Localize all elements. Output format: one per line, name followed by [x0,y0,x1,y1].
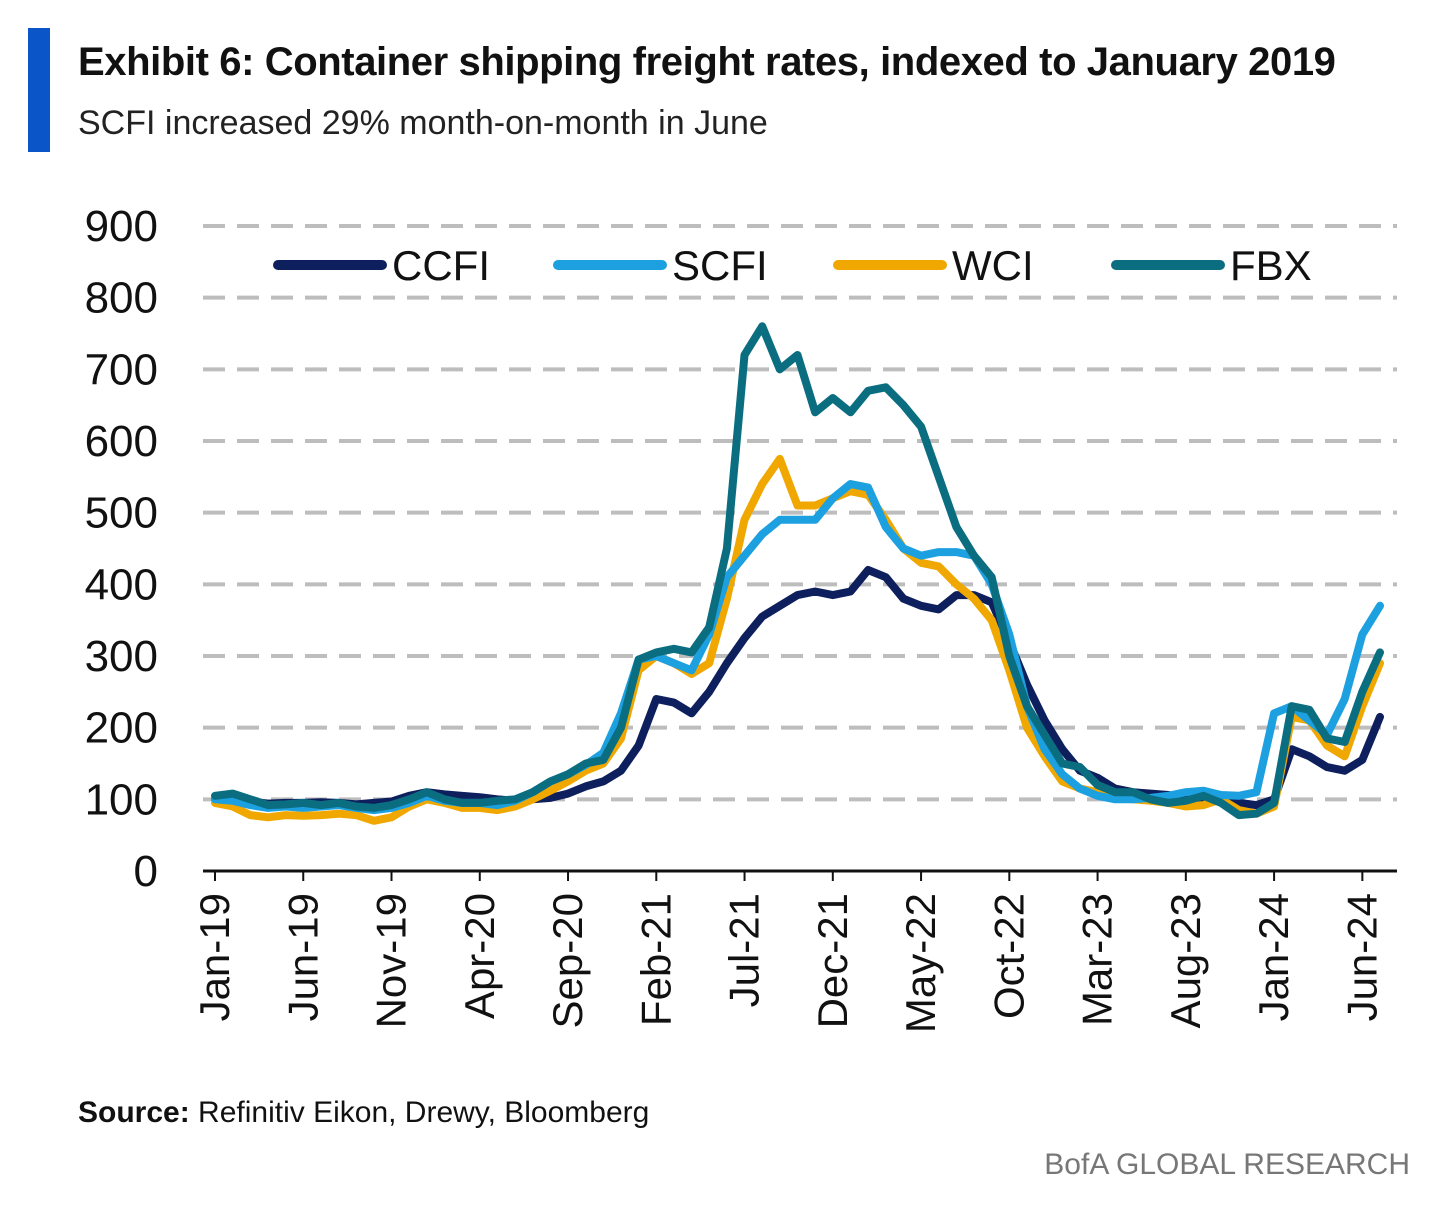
y-tick-label: 200 [85,704,158,753]
y-tick-label: 0 [134,847,158,896]
series-line-ccfi [211,566,1384,810]
x-tick-label: Jun-19 [279,893,326,1021]
page-subtitle: SCFI increased 29% month-on-month in Jun… [78,104,768,142]
x-tick-label: Jan-24 [1250,893,1297,1021]
series-line-scfi [211,480,1384,815]
y-tick-label: 700 [85,345,158,394]
x-tick-label: Jun-24 [1338,893,1385,1021]
y-tick-label: 800 [85,274,158,323]
page-title: Exhibit 6: Container shipping freight ra… [78,40,1336,84]
x-tick-label: Nov-19 [368,893,415,1028]
legend-label-ccfi: CCFI [392,242,490,289]
y-tick-label: 500 [85,489,158,538]
x-tick-label: Sep-20 [544,893,591,1028]
legend-label-wci: WCI [952,242,1034,289]
series-line-fbx [211,322,1384,820]
legend: CCFI SCFI WCI FBX [273,242,1312,289]
x-axis: Jan-19 Jun-19 Nov-19 Apr-20 Sep-20 Feb-21 Jul-… [191,869,1397,1033]
y-tick-label: 100 [85,775,158,824]
x-tick-label: Aug-23 [1162,893,1209,1028]
source-note: Source: Refinitiv Eikon, Drewy, Bloomber… [78,1096,649,1130]
x-tick-label: Jan-19 [191,893,238,1021]
legend-label-fbx: FBX [1230,242,1312,289]
x-tick-label: Dec-21 [809,893,856,1028]
y-tick-label: 400 [85,560,158,609]
x-tick-label: Apr-20 [456,893,503,1019]
y-tick-label: 900 [85,202,158,251]
x-tick-label: May-22 [897,893,944,1033]
legend-label-scfi: SCFI [672,242,768,289]
grid-lines [203,224,1397,802]
brand-label: BofA GLOBAL RESEARCH [1044,1148,1410,1181]
x-tick-label: Jul-21 [721,893,768,1007]
accent-bar [28,28,50,152]
y-axis: 0 100 200 300 400 500 600 700 800 900 [85,202,158,896]
y-tick-label: 600 [85,417,158,466]
x-tick-label: Mar-23 [1074,893,1121,1026]
line-chart: 0 100 200 300 400 500 600 700 800 900 Jan-19 Jun-1… [85,202,1397,1033]
x-tick-label: Oct-22 [985,893,1032,1019]
y-tick-label: 300 [85,632,158,681]
x-tick-label: Feb-21 [632,893,679,1026]
source-text: Refinitiv Eikon, Drewy, Bloomberg [198,1096,650,1129]
series-lines [211,322,1384,825]
source-label: Source: [78,1096,190,1129]
